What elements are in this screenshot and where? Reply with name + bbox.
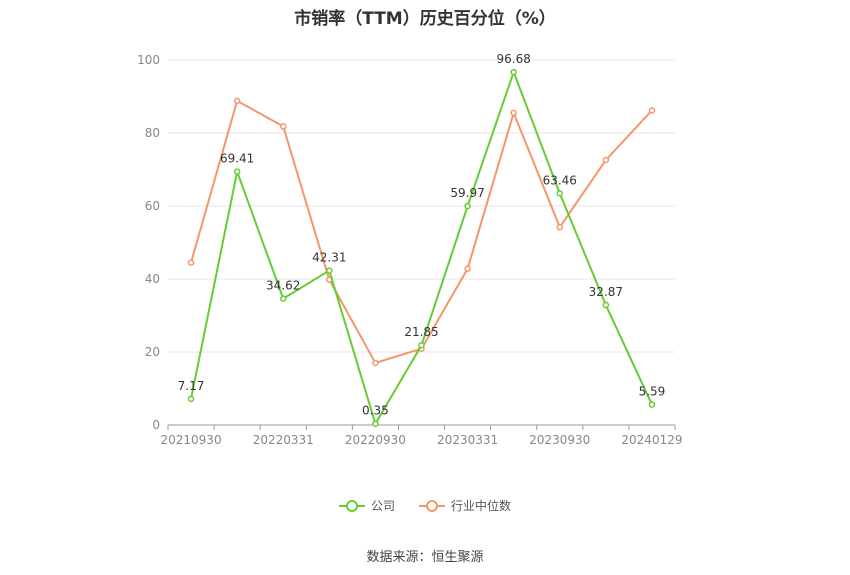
data-point-industry [602, 156, 610, 164]
legend-item-company[interactable]: 公司 [338, 497, 395, 514]
data-point-industry [372, 359, 379, 367]
chart-title: 市销率（TTM）历史百分位（%） [294, 9, 556, 29]
data-label: 69.41 [220, 152, 254, 166]
data-point-company [418, 341, 425, 349]
data-point-company [510, 68, 517, 76]
data-point-company [602, 301, 610, 309]
data-label: 42.31 [312, 251, 346, 265]
y-tick-label: 100 [137, 53, 160, 67]
data-point-company [556, 190, 564, 197]
data-point-company [326, 267, 333, 274]
series-line-industry [190, 99, 653, 364]
x-tick-label: 20230331 [437, 433, 498, 447]
x-tick-label: 20240129 [621, 433, 682, 447]
legend-label-company: 公司 [370, 499, 395, 513]
data-point-company [464, 202, 471, 210]
legend-swatch-company [338, 499, 365, 512]
y-tick-label: 80 [145, 126, 160, 140]
data-label: 32.87 [589, 285, 623, 299]
x-tick-label: 20230930 [529, 433, 590, 447]
data-point-industry [233, 97, 241, 105]
data-point-industry [187, 259, 195, 266]
data-label: 7.17 [178, 379, 205, 393]
data-label: 5.59 [639, 385, 666, 399]
data-point-company [648, 401, 656, 408]
y-tick-label: 40 [145, 272, 160, 286]
legend-label-industry: 行业中位数 [451, 499, 512, 513]
data-label: 0.35 [362, 404, 389, 418]
data-point-company [233, 168, 241, 175]
data-label: 63.46 [543, 173, 577, 187]
data-point-industry [556, 223, 564, 231]
data-point-industry [510, 109, 517, 117]
y-tick-label: 60 [145, 199, 160, 213]
data-point-company [372, 420, 379, 427]
source-note: 数据来源：恒生聚源 [366, 550, 484, 565]
x-tick-label: 20220331 [253, 433, 314, 447]
data-point-company [187, 395, 195, 403]
y-tick-label: 0 [152, 418, 160, 432]
series-line-company [190, 71, 653, 425]
data-point-company [279, 295, 287, 302]
data-point-industry [648, 107, 656, 114]
data-label: 59.97 [450, 186, 484, 200]
data-point-industry [279, 123, 287, 130]
data-point-industry [464, 265, 471, 273]
y-tick-label: 20 [145, 345, 160, 359]
x-tick-label: 20210930 [161, 433, 222, 447]
legend: 公司 行业中位数 [0, 497, 850, 514]
data-label: 21.85 [404, 325, 438, 339]
x-tick-label: 20220930 [345, 433, 406, 447]
legend-swatch-industry [419, 499, 445, 512]
data-label: 96.68 [497, 52, 531, 66]
data-label: 34.62 [266, 279, 300, 293]
legend-item-industry[interactable]: 行业中位数 [419, 497, 511, 514]
